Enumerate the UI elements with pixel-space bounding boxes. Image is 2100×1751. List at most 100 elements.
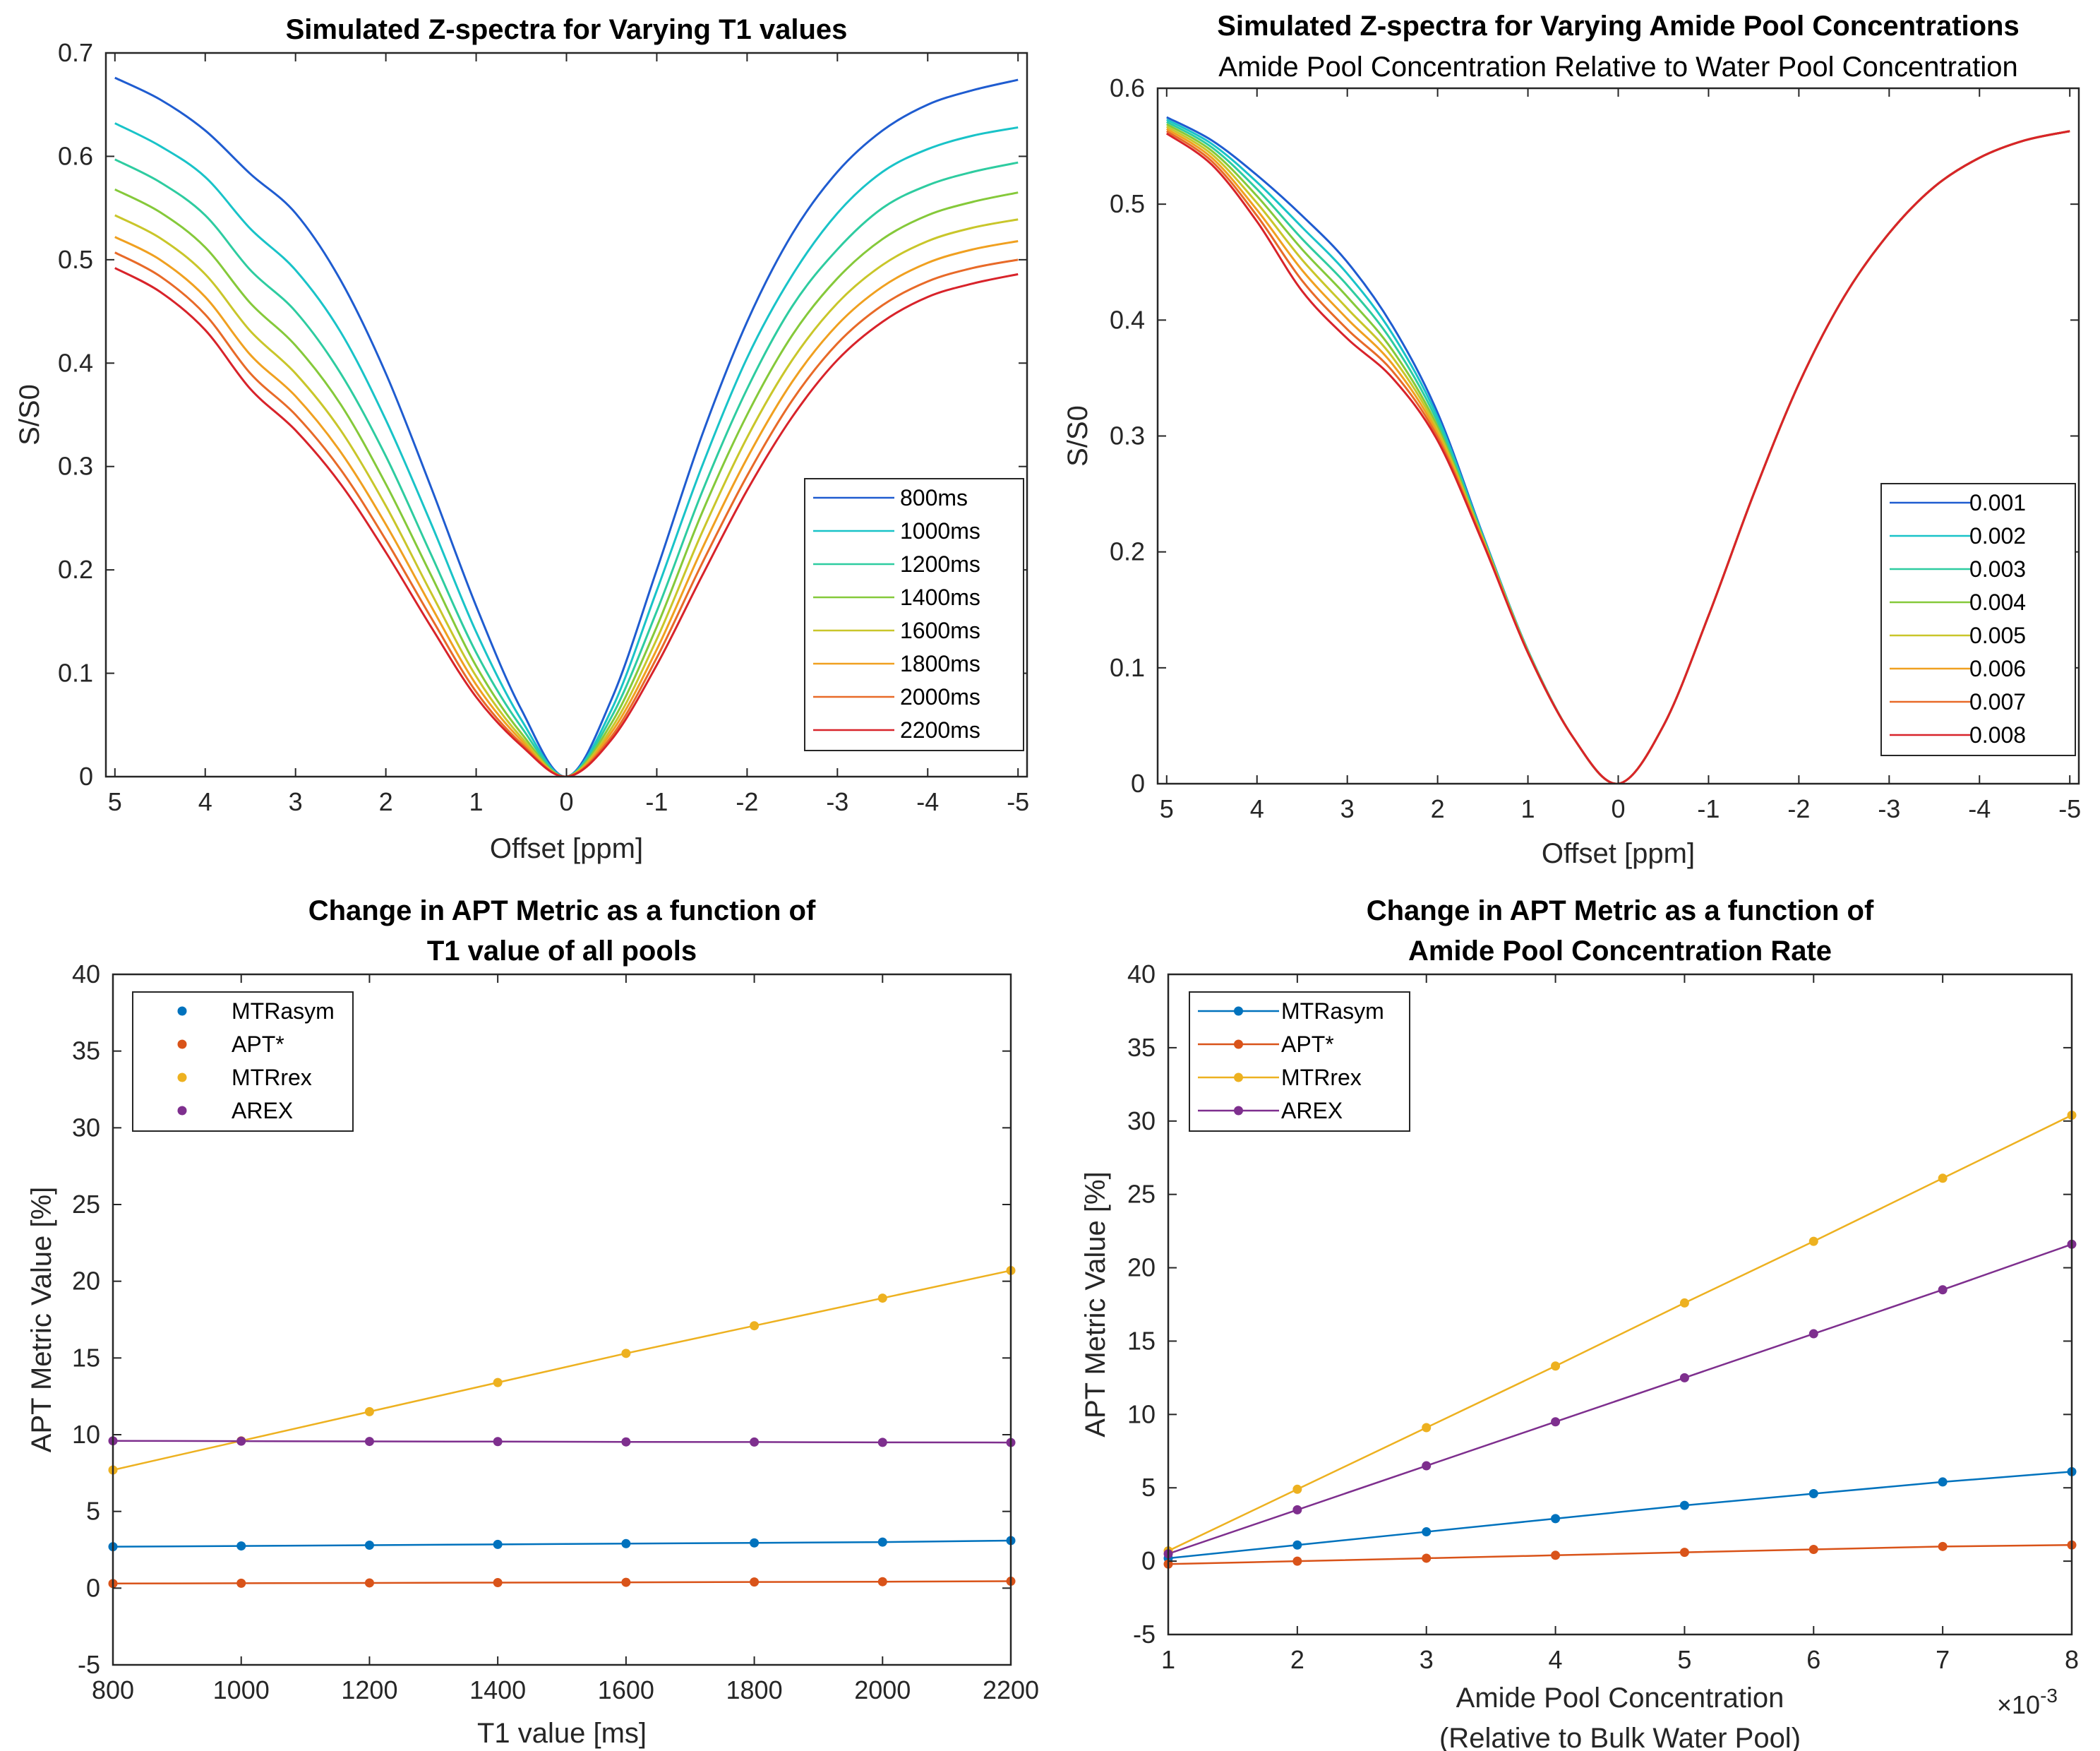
data-point-MTRasym-7 xyxy=(1938,1477,1948,1487)
x-tick-label: 2200 xyxy=(983,1675,1039,1704)
series-line-MTRrex xyxy=(113,1269,1011,1471)
x-tick-label: -3 xyxy=(826,787,848,816)
axes-box xyxy=(112,973,1012,1666)
data-point-MTRrex-5 xyxy=(1679,1298,1689,1308)
legend-label: 0.007 xyxy=(1969,689,2026,715)
legend-label: 1600ms xyxy=(900,618,980,643)
y-tick-label: 10 xyxy=(72,1420,100,1449)
y-tick-label: 0 xyxy=(1141,1546,1156,1575)
legend-label: 0.006 xyxy=(1969,656,2026,681)
series-line-APT* xyxy=(1168,1544,2072,1565)
data-point-APT*-3 xyxy=(1422,1553,1432,1563)
data-point-MTRasym-6 xyxy=(1808,1489,1818,1499)
series-line-MTRasym xyxy=(113,1539,1011,1548)
legend-label: 1800ms xyxy=(900,651,980,676)
data-point-APT*-7 xyxy=(1938,1541,1948,1551)
y-tick-label: -5 xyxy=(78,1650,100,1679)
data-point-MTRasym-2 xyxy=(1292,1540,1302,1550)
legend-marker-APT* xyxy=(1234,1039,1243,1049)
data-point-MTRrex-2000 xyxy=(877,1293,887,1303)
series-line-800ms xyxy=(114,76,1019,777)
data-point-MTRasym-5 xyxy=(1679,1500,1689,1510)
x-tick-label: 1800 xyxy=(726,1675,783,1704)
legend-label: 2000ms xyxy=(900,684,980,710)
y-tick-label: 0.7 xyxy=(58,38,93,67)
x-tick-label: 7 xyxy=(1936,1645,1950,1674)
legend-box xyxy=(1189,991,1410,1132)
x-axis-label: Offset [ppm] xyxy=(1542,838,1695,869)
data-point-AREX-4 xyxy=(1551,1417,1561,1427)
legend-label: 1200ms xyxy=(900,551,980,577)
series-line-0.008 xyxy=(1165,130,2070,784)
y-tick-label: 0 xyxy=(79,762,93,791)
y-tick-label: 40 xyxy=(1127,960,1156,988)
chart-title-line: Change in APT Metric as a function of xyxy=(308,895,816,926)
data-point-APT*-1400 xyxy=(493,1578,503,1588)
y-tick-label: 0.3 xyxy=(58,452,93,481)
series-line-AREX xyxy=(1168,1243,2072,1555)
legend: 0.001 0.002 0.003 0.004 0.005 0.006 0.007 0.008 xyxy=(1880,483,2076,756)
legend-marker-MTRasym xyxy=(177,1006,187,1016)
y-tick-label: 15 xyxy=(72,1343,100,1372)
legend-label: 0.002 xyxy=(1969,523,2026,549)
x-tick-label: 4 xyxy=(198,787,212,816)
series-line-1200ms xyxy=(114,158,1019,777)
y-tick-label: 0.1 xyxy=(1110,653,1145,682)
data-point-APT*-6 xyxy=(1808,1544,1818,1554)
legend-label: MTRasym xyxy=(1281,998,1384,1024)
x-tick-label: 3 xyxy=(289,787,303,816)
y-tick-label: 0.4 xyxy=(1110,305,1145,334)
data-point-MTRasym-1200 xyxy=(364,1540,374,1550)
data-point-APT*-1000 xyxy=(236,1578,246,1588)
data-point-AREX-2 xyxy=(1292,1505,1302,1514)
legend-label: 800ms xyxy=(900,485,968,510)
data-point-AREX-5 xyxy=(1679,1373,1689,1382)
chart-title-line: T1 value of all pools xyxy=(427,936,697,967)
y-tick-label: 15 xyxy=(1127,1326,1156,1355)
legend: MTRasym APT* MTRrex AREX xyxy=(132,991,354,1132)
y-tick-label: 5 xyxy=(1141,1473,1156,1502)
data-point-AREX-3 xyxy=(1422,1461,1432,1471)
y-tick-label: 0.4 xyxy=(58,348,93,377)
x-tick-label: -5 xyxy=(2058,794,2081,823)
x-axis-label-line: T1 value [ms] xyxy=(477,1718,647,1749)
data-point-MTRrex-1400 xyxy=(493,1378,503,1387)
legend-marker-AREX xyxy=(177,1106,187,1116)
x-tick-label: 3 xyxy=(1420,1645,1434,1674)
x-tick-label: 1400 xyxy=(469,1675,526,1704)
y-tick-label: 5 xyxy=(86,1497,100,1526)
x-tick-label: 8 xyxy=(2065,1645,2079,1674)
data-point-MTRrex-1600 xyxy=(621,1349,631,1358)
legend-box xyxy=(1880,483,2076,756)
y-tick-label: 0.3 xyxy=(1110,422,1145,450)
y-tick-label: 0.2 xyxy=(1110,537,1145,566)
legend-label: 0.008 xyxy=(1969,722,2026,748)
x-tick-label: 5 xyxy=(1160,794,1174,823)
panel-apt-vs-concentration: 1 2 3 4 5 6 7 8 -5 0 5 10 15 20 25 30 35 40 Change in APT … xyxy=(1080,895,2079,1751)
x-tick-label: 1600 xyxy=(598,1675,654,1704)
x-exponent-label: ×10-3 xyxy=(1997,1685,2058,1719)
x-tick-label: 1200 xyxy=(341,1675,397,1704)
data-point-MTRasym-1000 xyxy=(236,1541,246,1551)
chart-subtitle: Amide Pool Concentration Relative to Wat… xyxy=(1218,52,2017,83)
legend-label: APT* xyxy=(232,1032,284,1057)
data-point-AREX-1200 xyxy=(364,1437,374,1447)
legend-marker-MTRrex xyxy=(1234,1072,1243,1082)
y-axis-label: APT Metric Value [%] xyxy=(1080,1171,1111,1437)
x-tick-label: -5 xyxy=(1007,787,1029,816)
x-tick-label: 4 xyxy=(1549,1645,1563,1674)
data-point-APT*-1200 xyxy=(364,1578,374,1588)
y-tick-label: 0 xyxy=(1131,769,1145,798)
x-axis-label-line: Amide Pool Concentration xyxy=(1456,1683,1784,1714)
legend-marker-MTRrex xyxy=(177,1072,187,1082)
x-tick-label: 2 xyxy=(1431,794,1445,823)
x-tick-label: -2 xyxy=(1787,794,1810,823)
exponent-base: ×10 xyxy=(1997,1690,2040,1719)
x-tick-label: -3 xyxy=(1878,794,1900,823)
data-point-APT*-2000 xyxy=(877,1577,887,1586)
x-tick-label: 1 xyxy=(1161,1645,1175,1674)
panel-amide-zspectra: 5 4 3 2 1 0 -1 -2 -3 -4 -5 0 0.1 0.2 0.3 0.4 0.5 0.6 Simul… xyxy=(1062,11,2081,869)
data-point-MTRasym-1800 xyxy=(750,1538,760,1548)
series-group xyxy=(1165,116,2070,784)
series-group xyxy=(113,1269,1011,1585)
